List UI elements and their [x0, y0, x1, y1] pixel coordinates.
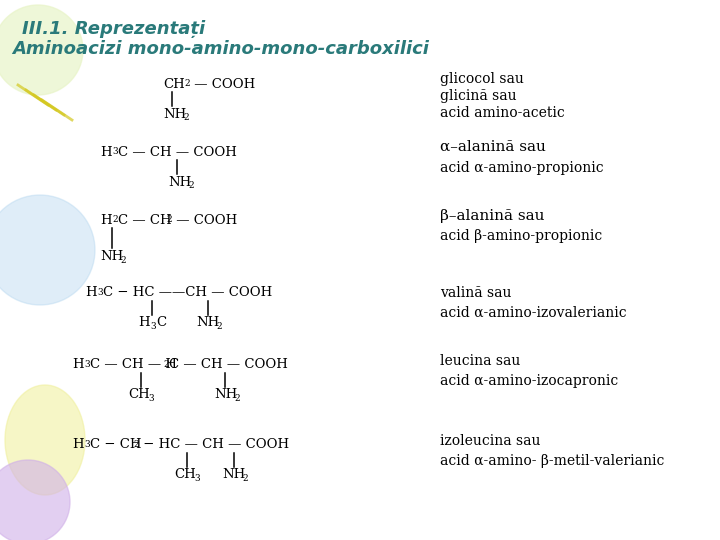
Text: 2: 2 [242, 474, 248, 483]
Text: glicină sau: glicină sau [440, 89, 517, 103]
Text: 3: 3 [84, 440, 89, 449]
Text: H: H [72, 438, 84, 451]
Text: — COOH: — COOH [172, 213, 238, 226]
Text: 3: 3 [84, 360, 89, 369]
Ellipse shape [5, 385, 85, 495]
Text: acid α-amino-izocapronic: acid α-amino-izocapronic [440, 374, 618, 388]
Text: glicocol sau: glicocol sau [440, 72, 524, 86]
Text: H: H [100, 145, 112, 159]
Text: III.1. Reprezentați: III.1. Reprezentați [22, 20, 205, 38]
Text: NH: NH [222, 469, 246, 482]
Text: H: H [100, 213, 112, 226]
Text: 2: 2 [234, 394, 240, 403]
Text: C: C [156, 316, 166, 329]
Circle shape [0, 460, 70, 540]
Text: C − CH: C − CH [90, 438, 142, 451]
Text: NH: NH [163, 107, 186, 120]
Text: α–alanină sau: α–alanină sau [440, 140, 546, 154]
Text: Aminoacizi mono-amino-mono-carboxilici: Aminoacizi mono-amino-mono-carboxilici [12, 40, 429, 58]
Text: 3: 3 [150, 322, 156, 331]
Text: NH: NH [100, 251, 123, 264]
Text: 2: 2 [166, 215, 171, 224]
Text: 2: 2 [183, 113, 189, 122]
Text: 2: 2 [133, 440, 139, 449]
Text: NH: NH [168, 176, 192, 188]
Text: 3: 3 [194, 474, 199, 483]
Text: CH: CH [128, 388, 150, 402]
Text: NH: NH [214, 388, 238, 402]
Text: acid α-amino- β-metil-valerianic: acid α-amino- β-metil-valerianic [440, 454, 665, 468]
Text: — COOH: — COOH [190, 78, 256, 91]
Text: H: H [72, 359, 84, 372]
Text: 2: 2 [112, 215, 117, 224]
Text: valină sau: valină sau [440, 286, 511, 300]
Text: H: H [138, 316, 150, 329]
Text: C — CH — H: C — CH — H [90, 359, 177, 372]
Text: leucina sau: leucina sau [440, 354, 521, 368]
Circle shape [0, 5, 83, 95]
Text: C — CH — COOH: C — CH — COOH [118, 145, 237, 159]
Text: acid α-amino-izovalerianic: acid α-amino-izovalerianic [440, 306, 626, 320]
Text: 3: 3 [148, 394, 153, 403]
Text: NH: NH [196, 316, 220, 329]
Text: acid amino-acetic: acid amino-acetic [440, 106, 564, 120]
Text: 2: 2 [216, 322, 222, 331]
Text: 2: 2 [163, 360, 168, 369]
Text: 2: 2 [120, 256, 125, 265]
Text: CH: CH [163, 78, 185, 91]
Text: C — CH — COOH: C — CH — COOH [169, 359, 288, 372]
Text: − HC — CH — COOH: − HC — CH — COOH [139, 438, 289, 451]
Text: izoleucina sau: izoleucina sau [440, 434, 541, 448]
Text: 3: 3 [97, 288, 103, 297]
Text: H: H [85, 287, 96, 300]
Text: 2: 2 [184, 79, 189, 88]
Text: acid α-amino-propionic: acid α-amino-propionic [440, 161, 603, 175]
Text: CH: CH [174, 469, 196, 482]
Text: 2: 2 [188, 181, 194, 190]
Text: 3: 3 [112, 147, 117, 156]
Text: C − HC ——CH — COOH: C − HC ——CH — COOH [103, 287, 272, 300]
Text: β–alanină sau: β–alanină sau [440, 209, 544, 223]
Text: acid β-amino-propionic: acid β-amino-propionic [440, 229, 602, 243]
Text: C — CH: C — CH [118, 213, 171, 226]
Circle shape [0, 195, 95, 305]
